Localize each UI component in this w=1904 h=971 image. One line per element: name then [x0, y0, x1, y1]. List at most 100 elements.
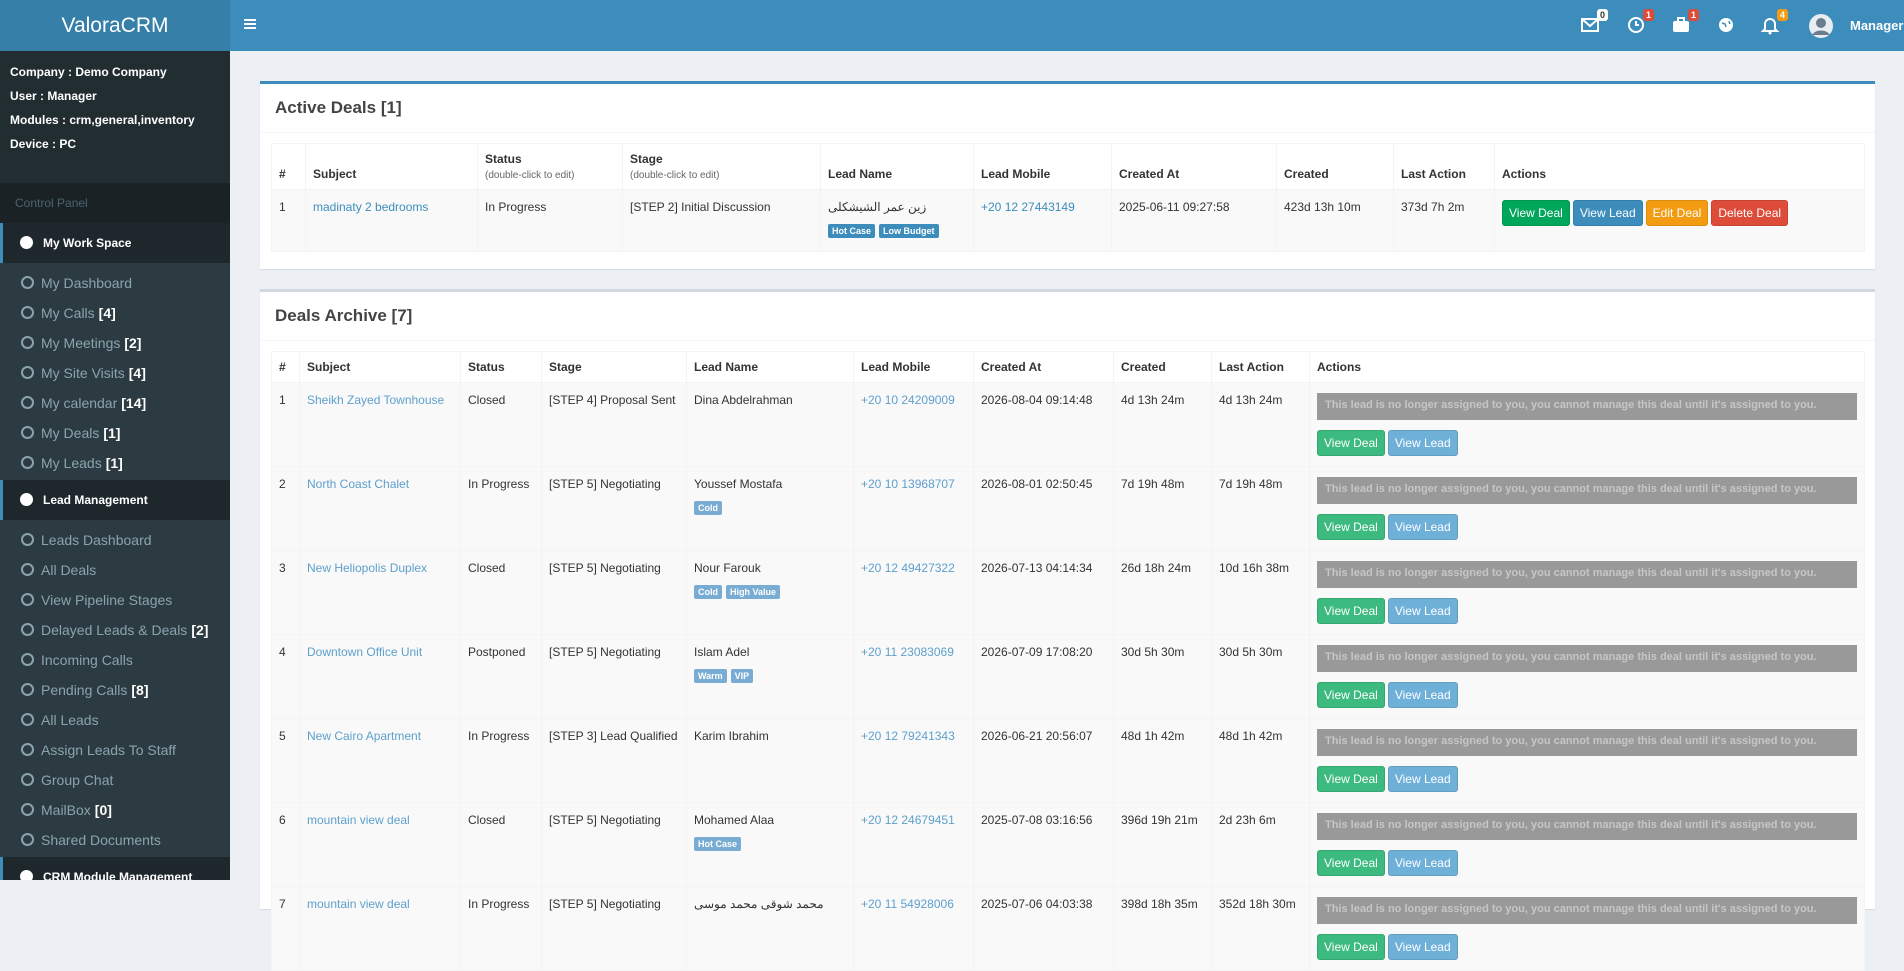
- cell-mobile: +20 11 23083069: [853, 634, 974, 719]
- cell-num: 2: [271, 466, 300, 551]
- button[interactable]: View Lead: [1572, 200, 1643, 226]
- menu-group[interactable]: My Work Space: [0, 223, 230, 263]
- subject-link[interactable]: Sheikh Zayed Townhouse: [307, 393, 445, 407]
- menu-item[interactable]: My Site Visits [4]: [0, 358, 230, 388]
- bullet: [21, 336, 34, 349]
- cell-subject: Sheikh Zayed Townhouse: [299, 382, 461, 467]
- badge: 4: [1776, 9, 1788, 21]
- row: 3 New Heliopolis Duplex Closed [STEP 5] Neg…: [271, 550, 1865, 635]
- button[interactable]: View Lead: [1387, 514, 1458, 540]
- header-label: Stage: [549, 360, 582, 374]
- subject-link[interactable]: mountain view deal: [307, 897, 410, 911]
- mobile-link[interactable]: +20 12 79241343: [861, 729, 955, 743]
- menu-item[interactable]: MailBox [0]: [0, 795, 230, 825]
- menu-item[interactable]: All Deals: [0, 555, 230, 585]
- subject-link[interactable]: Downtown Office Unit: [307, 645, 423, 659]
- menu-item[interactable]: My Dashboard: [0, 268, 230, 298]
- header-label: Created: [1121, 360, 1166, 374]
- menu-group[interactable]: Lead Management: [0, 480, 230, 520]
- brand[interactable]: ValoraCRM: [0, 0, 230, 51]
- button[interactable]: Edit Deal: [1645, 200, 1709, 226]
- column-header: Created At: [973, 351, 1114, 383]
- clock-icon[interactable]: 1: [1626, 9, 1654, 37]
- menu-item[interactable]: My Meetings [2]: [0, 328, 230, 358]
- menu-item[interactable]: All Leads: [0, 705, 230, 735]
- menu-item[interactable]: Incoming Calls: [0, 645, 230, 675]
- info-line: User : Manager: [10, 89, 97, 103]
- mobile-link[interactable]: +20 12 24679451: [861, 813, 955, 827]
- cell-status: In Progress: [477, 189, 623, 252]
- menu-item[interactable]: My Deals [1]: [0, 418, 230, 448]
- mobile-link[interactable]: +20 12 49427322: [861, 561, 955, 575]
- button[interactable]: View Lead: [1387, 598, 1458, 624]
- button[interactable]: Delete Deal: [1711, 200, 1789, 226]
- row: 7 mountain view deal In Progress [STEP 5] N…: [271, 886, 1865, 971]
- mobile-link[interactable]: +20 11 54928006: [861, 897, 954, 911]
- subject-link[interactable]: New Heliopolis Duplex: [307, 561, 428, 575]
- menu-item[interactable]: Delayed Leads & Deals [2]: [0, 615, 230, 645]
- bullet: [21, 653, 34, 666]
- menu-toggle[interactable]: [244, 18, 256, 30]
- button[interactable]: View Deal: [1317, 514, 1385, 540]
- button[interactable]: View Deal: [1317, 598, 1385, 624]
- button[interactable]: View Deal: [1317, 850, 1385, 876]
- cell-actions: This lead is no longer assigned to you, …: [1309, 886, 1865, 971]
- bell-icon[interactable]: 4: [1760, 9, 1788, 37]
- subject-link[interactable]: New Cairo Apartment: [307, 729, 422, 743]
- button[interactable]: View Lead: [1387, 430, 1458, 456]
- button[interactable]: View Deal: [1317, 430, 1385, 456]
- header-label: Created: [1284, 167, 1329, 181]
- cell-stage: [STEP 5] Negotiating: [541, 466, 687, 551]
- column-header: Stage (double-click to edit): [622, 143, 821, 190]
- button[interactable]: View Deal: [1317, 934, 1385, 960]
- header-label: Status: [468, 360, 505, 374]
- button[interactable]: View Lead: [1387, 934, 1458, 960]
- menu-item[interactable]: My Leads [1]: [0, 448, 230, 478]
- menu-item[interactable]: Shared Documents: [0, 825, 230, 855]
- menu-item[interactable]: Group Chat: [0, 765, 230, 795]
- menu-item[interactable]: My calendar [14]: [0, 388, 230, 418]
- bullet: [21, 593, 34, 606]
- cell-created-at: 2026-06-21 20:56:07: [973, 718, 1114, 803]
- menu: My Work Space My Dashboard My Calls [4] My M…: [0, 223, 230, 880]
- mobile-link[interactable]: +20 12 27443149: [981, 200, 1075, 214]
- header-label: Subject: [313, 167, 357, 181]
- avatar[interactable]: [1808, 13, 1834, 39]
- lead-name: محمد شوقى محمد موسى: [694, 897, 824, 911]
- button[interactable]: View Lead: [1387, 850, 1458, 876]
- briefcase-icon[interactable]: 1: [1671, 9, 1699, 37]
- menu-item[interactable]: Assign Leads To Staff: [0, 735, 230, 765]
- bullet: [21, 306, 34, 319]
- button[interactable]: View Deal: [1317, 682, 1385, 708]
- cell-actions: This lead is no longer assigned to you, …: [1309, 718, 1865, 803]
- subject-link[interactable]: mountain view deal: [307, 813, 410, 827]
- mobile-link[interactable]: +20 10 24209009: [861, 393, 955, 407]
- button[interactable]: View Lead: [1387, 682, 1458, 708]
- subject-link[interactable]: North Coast Chalet: [307, 477, 410, 491]
- subject-link[interactable]: madinaty 2 bedrooms: [313, 200, 429, 214]
- mobile-link[interactable]: +20 10 13968707: [861, 477, 955, 491]
- header-label: Last Action: [1219, 360, 1284, 374]
- notice: This lead is no longer assigned to you, …: [1317, 897, 1857, 924]
- menu-item[interactable]: Pending Calls [8]: [0, 675, 230, 705]
- mobile-link[interactable]: +20 11 23083069: [861, 645, 954, 659]
- menu-item[interactable]: My Calls [4]: [0, 298, 230, 328]
- item-count: [8]: [131, 682, 149, 698]
- globe-icon[interactable]: [1716, 15, 1738, 37]
- mail-icon[interactable]: 0: [1580, 9, 1608, 37]
- cell-lead: محمد شوقى محمد موسى: [686, 886, 854, 971]
- button[interactable]: View Lead: [1387, 766, 1458, 792]
- menu-item[interactable]: Leads Dashboard: [0, 525, 230, 555]
- header-label: Actions: [1317, 360, 1362, 374]
- cell-num: 7: [271, 886, 300, 971]
- menu-item[interactable]: View Pipeline Stages: [0, 585, 230, 615]
- active-deals-table: # Subject Status (double-click to edit) Stag…: [271, 143, 1865, 252]
- menu-group[interactable]: CRM Module Management: [0, 857, 230, 880]
- tag: Hot Case: [694, 837, 742, 851]
- cell-lead: زين عمر الشيشكلى Hot Case Low Budget: [820, 189, 974, 252]
- tag: Warm: [694, 669, 727, 683]
- header-label: #: [279, 360, 286, 374]
- user-name[interactable]: Manager: [1850, 18, 1904, 33]
- button[interactable]: View Deal: [1502, 200, 1570, 226]
- button[interactable]: View Deal: [1317, 766, 1385, 792]
